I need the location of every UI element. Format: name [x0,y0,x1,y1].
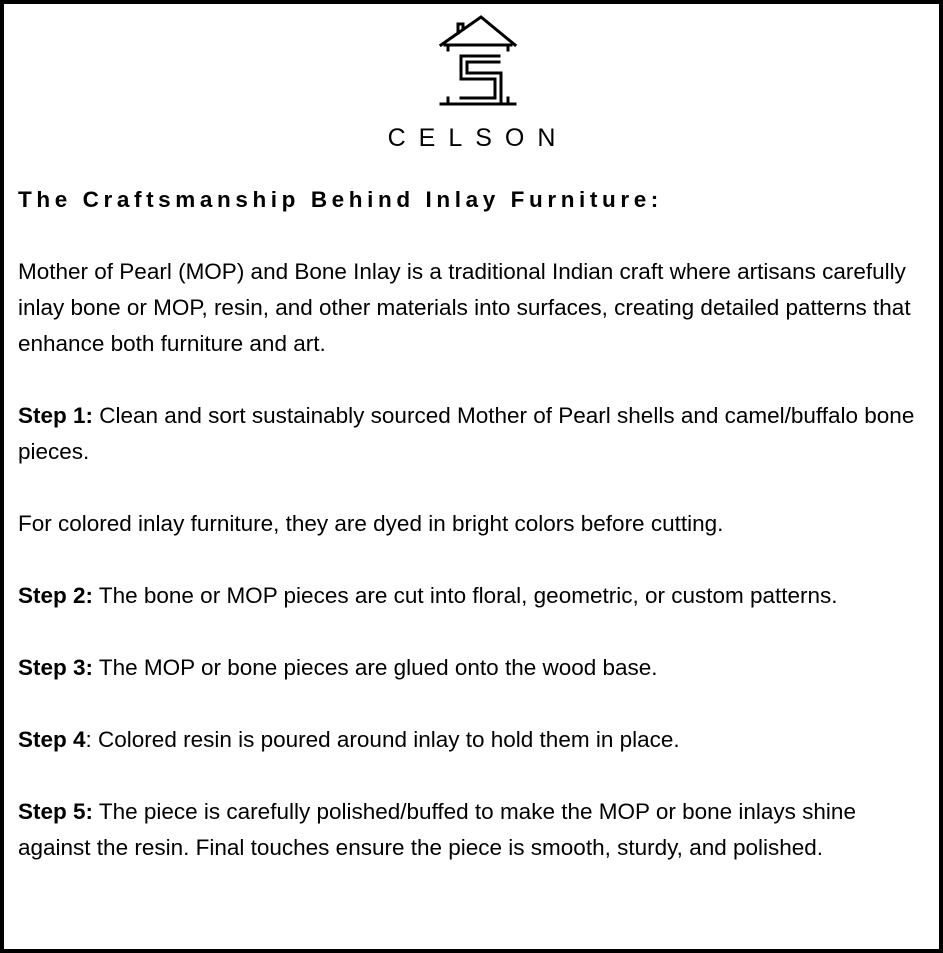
step-label: Step 4 [18,727,86,752]
house-s-logo-icon [438,15,518,106]
intro-paragraph: Mother of Pearl (MOP) and Bone Inlay is … [18,259,911,356]
page-title: The Craftsmanship Behind Inlay Furniture… [18,187,663,212]
step-text: : Colored resin is poured around inlay t… [85,727,680,752]
colored-inlay-note: For colored inlay furniture, they are dy… [18,511,724,536]
step-3: Step 3: The MOP or bone pieces are glued… [18,650,929,686]
step-text: The MOP or bone pieces are glued onto th… [93,655,658,680]
step-text: Clean and sort sustainably sourced Mothe… [18,403,915,464]
step-text: The bone or MOP pieces are cut into flor… [93,583,838,608]
step-text: The piece is carefully polished/buffed t… [18,799,856,860]
step-2: Step 2: The bone or MOP pieces are cut i… [18,578,929,614]
step-label: Step 2: [18,583,94,608]
article-body: The Craftsmanship Behind Inlay Furniture… [18,182,929,902]
step-label: Step 3: [18,655,94,680]
step-5: Step 5: The piece is carefully polished/… [18,794,929,866]
step-label: Step 1: [18,403,94,428]
step-1: Step 1: Clean and sort sustainably sourc… [18,398,929,470]
step-label: Step 5: [18,799,94,824]
brand-name: CELSON [387,124,569,152]
step-4: Step 4: Colored resin is poured around i… [18,722,929,758]
